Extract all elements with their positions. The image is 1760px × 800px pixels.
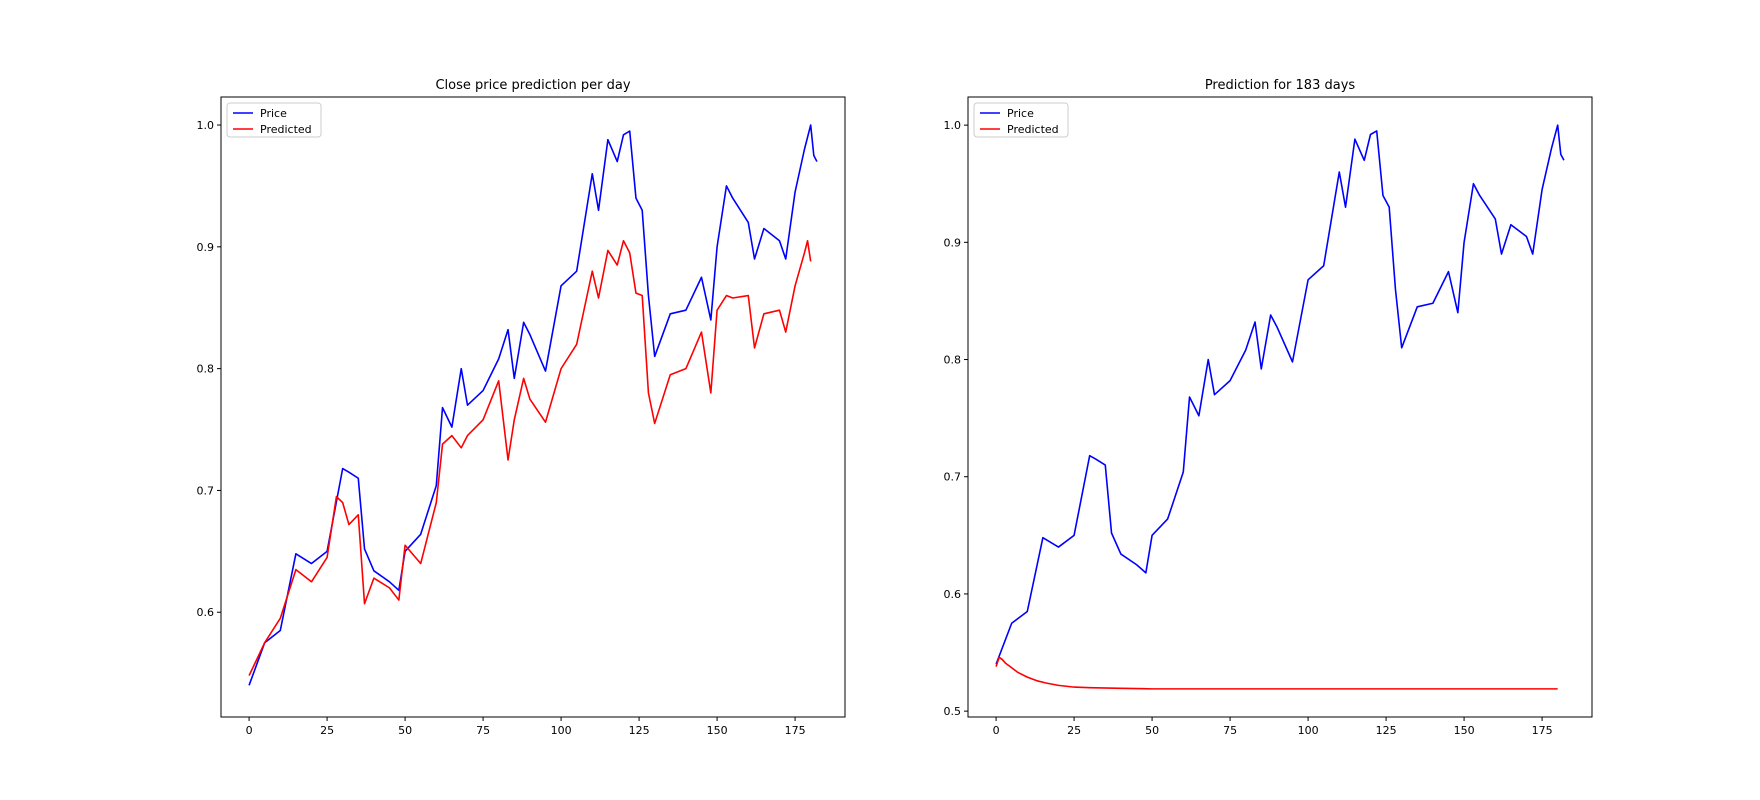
- x-tick-label: 0: [993, 724, 1000, 737]
- chart-panel-2: Prediction for 183 days 0 25 50 75 100 125 150 1…: [944, 78, 1593, 737]
- x-tick-label: 100: [551, 724, 572, 737]
- series-line-price: [995, 124, 1565, 665]
- chart-panel-1: Close price prediction per day 0 25 50 75 100…: [197, 78, 846, 737]
- y-tick-label: 1.0: [944, 119, 962, 132]
- y-tick-label: 0.7: [197, 484, 215, 497]
- x-tick-label: 125: [629, 724, 650, 737]
- x-tick-label: 100: [1298, 724, 1319, 737]
- x-tick-label: 175: [1532, 724, 1553, 737]
- legend: Price Predicted: [973, 102, 1069, 138]
- legend-label-predicted: Predicted: [260, 123, 312, 136]
- x-tick-label: 25: [320, 724, 334, 737]
- legend-label-predicted: Predicted: [1007, 123, 1059, 136]
- series-line-price: [248, 124, 818, 686]
- legend-label-price: Price: [260, 107, 287, 120]
- series-line-predicted: [995, 656, 1558, 690]
- chart-title: Close price prediction per day: [435, 78, 630, 93]
- x-tick-label: 0: [246, 724, 253, 737]
- legend: Price Predicted: [226, 102, 322, 138]
- plot-area: [220, 96, 846, 718]
- x-tick-label: 25: [1067, 724, 1081, 737]
- x-tick-label: 125: [1376, 724, 1397, 737]
- y-tick-label: 0.8: [197, 363, 215, 376]
- plot-area: [967, 96, 1593, 718]
- y-tick-label: 0.9: [944, 236, 962, 249]
- legend-label-price: Price: [1007, 107, 1034, 120]
- x-tick-label: 75: [476, 724, 490, 737]
- x-tick-label: 150: [1454, 724, 1475, 737]
- x-tick-label: 50: [398, 724, 412, 737]
- x-tick-label: 75: [1223, 724, 1237, 737]
- y-tick-label: 0.5: [944, 705, 962, 718]
- y-tick-label: 0.6: [944, 588, 962, 601]
- x-tick-label: 150: [707, 724, 728, 737]
- x-tick-label: 175: [785, 724, 806, 737]
- y-tick-label: 0.6: [197, 606, 215, 619]
- x-tick-label: 50: [1145, 724, 1159, 737]
- y-tick-label: 1.0: [197, 119, 215, 132]
- series-line-predicted: [248, 239, 812, 676]
- y-tick-label: 0.7: [944, 471, 962, 484]
- chart-title: Prediction for 183 days: [1205, 78, 1356, 93]
- y-tick-label: 0.8: [944, 354, 962, 367]
- y-tick-label: 0.9: [197, 241, 215, 254]
